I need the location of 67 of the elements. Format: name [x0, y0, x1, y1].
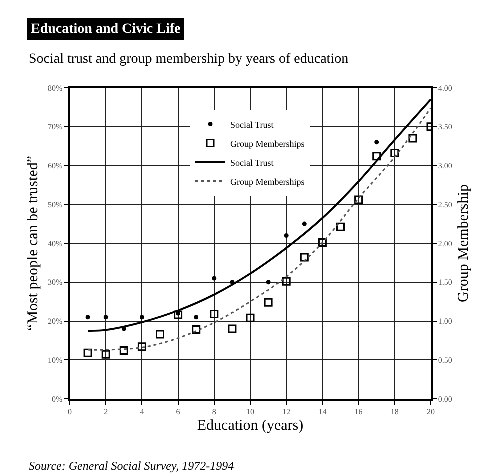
point	[102, 350, 110, 359]
y2-axis-title: Group Membership	[456, 184, 472, 302]
point	[138, 342, 146, 352]
point	[282, 277, 291, 286]
point	[210, 310, 219, 318]
source-note: Source: General Social Survey, 1972-1994	[29, 459, 234, 473]
point	[246, 314, 255, 322]
point	[194, 315, 199, 320]
x-tick-label: 14	[318, 407, 327, 416]
x-tick-label: 12	[282, 407, 291, 416]
x-tick-label: 6	[176, 407, 180, 416]
y2-tick-label: 2.50	[438, 200, 452, 210]
point	[212, 276, 217, 281]
y2-tick-label: 1.00	[438, 317, 452, 326]
point	[336, 222, 345, 232]
point	[84, 348, 92, 358]
x-tick-label: 2	[104, 407, 108, 416]
legend-label: Social Trust	[230, 158, 274, 168]
y-tick-label: 30%	[48, 278, 63, 288]
chart-subtitle: Social trust and group membership by years of education	[29, 52, 349, 67]
point	[390, 149, 400, 158]
legend-label: Group Memberships	[230, 176, 306, 187]
x-tick-label: 8	[212, 407, 216, 416]
y2-tick-label: 4.00	[438, 84, 452, 93]
y2-tick-label: 3.00	[438, 162, 452, 171]
y-tick-label: 40%	[48, 239, 63, 248]
point	[408, 134, 418, 143]
point	[104, 315, 108, 320]
point	[120, 346, 128, 356]
y2-tick-label: 2.00	[438, 239, 452, 248]
point	[354, 196, 364, 204]
point	[140, 315, 144, 320]
point	[374, 140, 380, 145]
point	[86, 315, 90, 320]
point	[228, 324, 237, 334]
x-tick-label: 10	[246, 407, 254, 416]
legend-label: Group Memberships	[230, 138, 306, 149]
y2-tick-label: 1.50	[438, 278, 452, 288]
y-tick-label: 20%	[48, 317, 63, 326]
point	[174, 310, 183, 320]
point	[300, 253, 309, 262]
point	[266, 280, 271, 285]
x-tick-label: 4	[140, 407, 144, 416]
y-tick-label: 0%	[52, 394, 63, 404]
y2-tick-label: 3.50	[438, 122, 452, 132]
y-tick-label: 10%	[48, 356, 63, 365]
point	[264, 298, 273, 307]
x-tick-label: 0	[68, 407, 72, 416]
point	[302, 222, 307, 226]
point	[284, 233, 289, 238]
x-tick-label: 16	[354, 407, 363, 416]
point	[192, 326, 201, 334]
y-tick-label: 70%	[48, 122, 63, 132]
x-tick-label: 18	[390, 407, 399, 416]
legend-label: Social Trust	[230, 120, 274, 130]
x-tick-label: 20	[427, 407, 435, 416]
x-axis-title: Education (years)	[197, 418, 304, 434]
y-axis-title: “Most people can be trusted”	[26, 156, 42, 331]
y-tick-label: 50%	[48, 200, 63, 210]
chart-title: Education and Civic Life	[31, 22, 181, 37]
point	[156, 330, 164, 339]
y-tick-label: 60%	[48, 162, 63, 171]
point	[318, 238, 327, 247]
y2-tick-label: 0.50	[438, 356, 452, 365]
y-tick-label: 80%	[48, 84, 63, 93]
point	[372, 152, 382, 161]
y2-tick-label: 0.00	[438, 394, 452, 404]
